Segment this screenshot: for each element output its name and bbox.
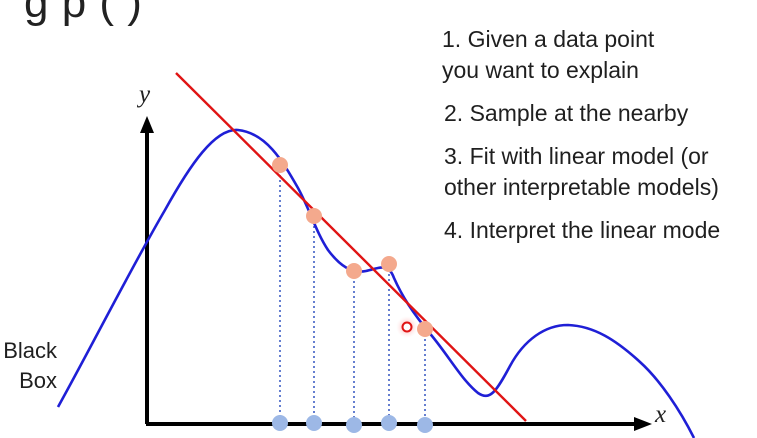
sample-point — [306, 208, 322, 224]
sample-point — [381, 256, 397, 272]
axis-points — [272, 415, 433, 433]
step-4-line-1: 4. Interpret the linear mode — [444, 217, 721, 243]
sample-point — [346, 263, 362, 279]
black-box-label-line-2: Box — [19, 368, 57, 393]
axis-point — [346, 417, 362, 433]
axes — [140, 116, 652, 431]
steps-list: 1. Given a data point you want to explai… — [438, 24, 757, 246]
axis-point — [272, 415, 288, 431]
step-1-line-2: you want to explain — [442, 57, 639, 83]
pointer-marker — [396, 316, 418, 338]
x-axis-label: x — [655, 401, 667, 428]
sample-point — [417, 321, 433, 337]
step-1-line-1: 1. Given a data point — [442, 26, 655, 52]
linear-fit-line — [175, 72, 527, 422]
step-2-line-1: 2. Sample at the nearby — [444, 100, 689, 126]
black-box-label-line-1: Black — [3, 338, 57, 363]
y-axis-arrowhead — [140, 116, 154, 133]
black-box-curve — [56, 128, 696, 438]
sample-points — [272, 157, 433, 337]
black-box-label: Black Box — [0, 336, 57, 396]
axis-point — [306, 415, 322, 431]
y-axis-label: y — [139, 81, 151, 108]
pointer-ring — [401, 321, 413, 333]
dotted-drop-lines — [279, 165, 426, 423]
sample-point — [272, 157, 288, 173]
step-3-line-2: other interpretable models) — [444, 174, 719, 200]
axis-point — [417, 417, 433, 433]
axis-point — [381, 415, 397, 431]
step-3-line-1: 3. Fit with linear model (or — [444, 143, 709, 169]
slide-title-fragment: g p ( ) — [24, 0, 143, 27]
x-axis-arrowhead — [634, 417, 652, 431]
